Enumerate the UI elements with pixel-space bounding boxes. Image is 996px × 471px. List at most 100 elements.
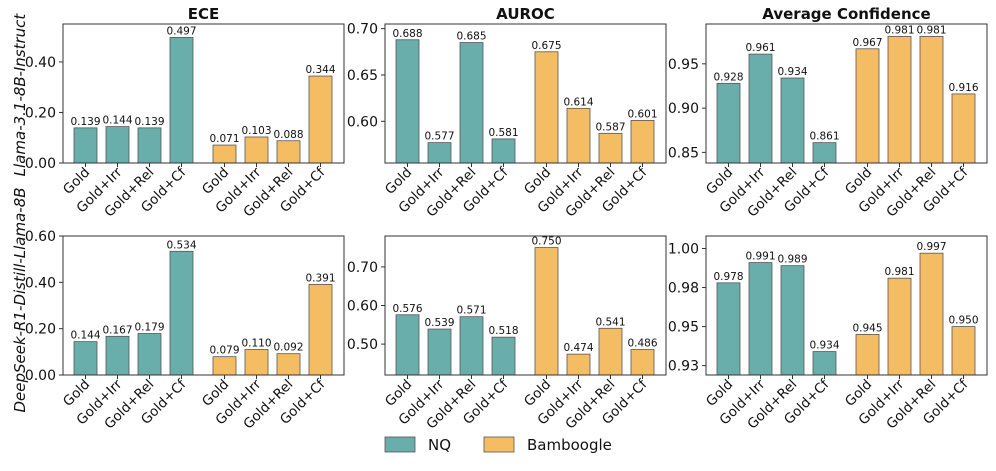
bar xyxy=(534,51,559,164)
bar xyxy=(491,138,516,164)
bar xyxy=(491,336,516,376)
bar-value-label: 0.144 xyxy=(102,115,132,127)
legend-label-bamboogle: Bamboogle xyxy=(527,436,612,454)
bar xyxy=(748,262,773,376)
bar xyxy=(887,35,912,164)
bar-value-label: 0.978 xyxy=(713,271,743,283)
bar-value-label: 0.685 xyxy=(456,31,486,43)
bar-value-label: 0.750 xyxy=(531,236,561,248)
chart-panel-0: ECE0.000.200.400.139Gold0.144Gold+Irr0.1… xyxy=(25,5,345,221)
axes-frame xyxy=(705,23,988,164)
legend-label-nq: NQ xyxy=(428,436,451,454)
bar-value-label: 0.144 xyxy=(70,330,100,342)
bar-value-label: 0.576 xyxy=(392,303,422,315)
bar-value-label: 0.167 xyxy=(102,324,132,336)
y-tick-label: 1.00 xyxy=(668,241,699,257)
y-tick-label: 0.40 xyxy=(25,55,56,71)
bar-value-label: 0.139 xyxy=(70,116,100,128)
y-tick-label: 0.00 xyxy=(25,156,56,172)
bar-value-label: 0.179 xyxy=(134,322,164,334)
bar xyxy=(73,341,98,376)
legend-swatch-bamboogle xyxy=(483,436,515,453)
bar-value-label: 0.981 xyxy=(884,24,914,36)
y-tick-label: 0.90 xyxy=(668,101,699,117)
bar-value-label: 0.614 xyxy=(563,96,593,108)
bar-value-label: 0.945 xyxy=(852,322,882,334)
bar-value-label: 0.950 xyxy=(948,315,978,327)
axes-frame xyxy=(705,235,988,376)
bar xyxy=(459,316,484,376)
bar xyxy=(855,333,880,376)
bar-value-label: 0.103 xyxy=(241,125,271,137)
bar xyxy=(276,140,301,164)
bar xyxy=(276,353,301,376)
bar xyxy=(105,335,130,376)
bar-value-label: 0.581 xyxy=(488,127,518,139)
chart-title: AUROC xyxy=(496,5,555,23)
bar-value-label: 0.981 xyxy=(916,24,946,36)
bar xyxy=(598,327,623,376)
y-tick-label: 0.60 xyxy=(347,299,378,315)
bar xyxy=(73,127,98,164)
bar xyxy=(919,35,944,164)
bar-value-label: 0.981 xyxy=(884,266,914,278)
chart-panel-2: Average Confidence0.850.900.950.928Gold0… xyxy=(668,5,988,221)
bar-value-label: 0.934 xyxy=(809,340,839,352)
axes-frame xyxy=(384,235,667,376)
bar-value-label: 0.486 xyxy=(627,338,657,350)
bar xyxy=(212,356,237,376)
bar xyxy=(716,82,741,164)
y-tick-label: 0.20 xyxy=(25,322,56,338)
bar xyxy=(812,142,837,164)
chart-panels: ECE0.000.200.400.139Gold0.144Gold+Irr0.1… xyxy=(25,5,988,433)
bar xyxy=(630,119,655,164)
y-tick-label: 0.60 xyxy=(347,114,378,130)
bar-value-label: 0.071 xyxy=(209,133,239,145)
bar xyxy=(780,77,805,164)
legend: NQ Bamboogle xyxy=(384,436,612,454)
bar-value-label: 0.587 xyxy=(595,121,625,133)
bar xyxy=(630,349,655,376)
y-tick-label: 0.65 xyxy=(347,68,378,84)
y-tick-label: 0.00 xyxy=(25,368,56,384)
bar-value-label: 0.534 xyxy=(166,239,196,251)
y-tick-label: 0.50 xyxy=(347,337,378,353)
bar xyxy=(395,39,420,164)
bar-value-label: 0.092 xyxy=(273,342,303,354)
bar xyxy=(212,144,237,164)
bar xyxy=(395,314,420,376)
bar-value-label: 0.961 xyxy=(745,42,775,54)
y-tick-label: 0.60 xyxy=(25,229,56,245)
chart-panel-3: 0.000.200.400.600.144Gold0.167Gold+Irr0.… xyxy=(25,229,345,433)
axes-frame xyxy=(384,23,667,164)
bar-value-label: 0.928 xyxy=(713,71,743,83)
bar xyxy=(137,127,162,164)
bar xyxy=(716,282,741,376)
bar-value-label: 0.391 xyxy=(305,272,335,284)
bar xyxy=(427,328,452,376)
bar xyxy=(566,353,591,376)
bar xyxy=(169,36,194,164)
chart-panel-4: 0.500.600.700.576Gold0.539Gold+Irr0.571G… xyxy=(347,235,667,433)
bar xyxy=(887,277,912,376)
bar xyxy=(919,252,944,376)
bar-value-label: 0.518 xyxy=(488,325,518,337)
bar-value-label: 0.989 xyxy=(777,254,807,266)
bar-value-label: 0.541 xyxy=(595,316,625,328)
bar xyxy=(244,136,269,164)
bar xyxy=(169,250,194,376)
bar-value-label: 0.079 xyxy=(209,345,239,357)
bar xyxy=(951,326,976,376)
bar-value-label: 0.139 xyxy=(134,116,164,128)
y-tick-label: 0.70 xyxy=(347,260,378,276)
bar-value-label: 0.088 xyxy=(273,129,303,141)
bar-value-label: 0.997 xyxy=(916,241,946,253)
bar xyxy=(534,247,559,376)
bar xyxy=(855,48,880,164)
bar xyxy=(780,265,805,376)
bar xyxy=(459,42,484,164)
bar-value-label: 0.571 xyxy=(456,305,486,317)
y-tick-label: 0.95 xyxy=(668,57,699,73)
bar xyxy=(748,53,773,164)
row-label-bottom: DeepSeek-R1-Distill-Llama-8B xyxy=(11,187,29,412)
